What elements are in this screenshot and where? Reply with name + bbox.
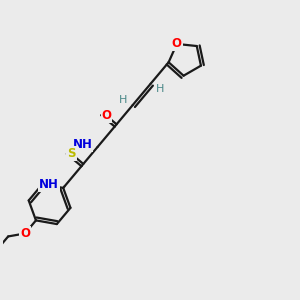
- Text: H: H: [156, 84, 164, 94]
- Text: NH: NH: [72, 138, 92, 151]
- Text: O: O: [20, 227, 30, 240]
- Text: O: O: [101, 109, 112, 122]
- Text: S: S: [67, 147, 76, 161]
- Text: NH: NH: [39, 178, 59, 191]
- Text: H: H: [119, 94, 127, 104]
- Text: O: O: [172, 38, 182, 50]
